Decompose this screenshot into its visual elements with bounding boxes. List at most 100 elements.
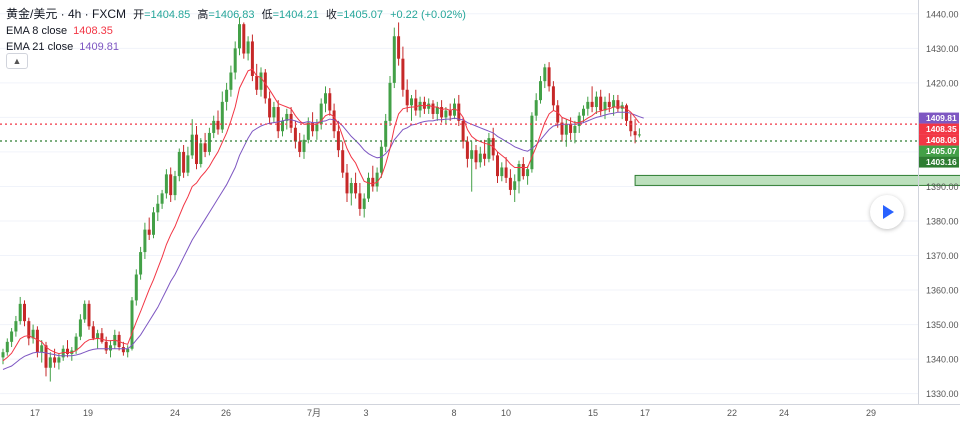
price-tick-label: 1330.00 [926,389,959,399]
candle-body [345,172,349,194]
candle-body [483,153,487,159]
candle-body [44,345,48,368]
candle-body [431,103,435,114]
close-label: 收 [325,9,337,21]
candle-body [457,103,461,121]
candles [1,17,641,382]
candle-body [134,274,138,301]
candle-body [104,341,108,351]
candle-body [246,41,250,54]
play-icon [883,205,894,219]
candle-body [164,174,168,194]
candle-body [229,72,233,90]
candle-body [40,345,44,353]
candle-body [582,108,585,116]
candle-body [336,131,340,151]
candle-body [225,89,229,102]
candle-body [238,24,241,49]
candle-body [474,150,478,163]
candle-body [302,139,306,152]
candle-body [91,326,95,339]
replay-play-button[interactable] [870,195,904,229]
candle-body [422,101,426,109]
candle-body [543,67,547,82]
candle-body [190,134,194,156]
candle-body [556,105,560,123]
ema21-value: 1409.81 [79,41,120,53]
candle-body [1,352,5,358]
candle-body [465,141,469,159]
candle-body [212,120,216,133]
candle-body [599,96,603,111]
candle-body [547,67,551,87]
candle-body [199,143,203,165]
price-label-text: 1409.81 [926,113,957,123]
candle-body [526,169,530,177]
candle-body [388,82,392,121]
candle-body [57,357,61,363]
candle-body [177,151,181,177]
time-tick-label: 10 [501,408,511,418]
candle-body [126,348,130,353]
candle-body [392,36,396,83]
candle-body [401,58,405,90]
candle-body [362,198,366,209]
ema21-label: EMA 21 close [6,41,74,53]
price-label-text: 1405.07 [926,146,957,156]
candle-body [186,155,190,173]
chart-legend: 黄金/美元 · 4h · FXCM 开=1404.85 高=1406.83 低=… [6,6,466,55]
time-tick-label: 19 [83,408,93,418]
candle-body [633,131,637,136]
candle-body [311,122,315,132]
price-tick-label: 1420.00 [926,78,959,88]
time-axis[interactable]: 17 19 24 26 7月 3 8 10 15 17 22 24 29 [0,404,960,419]
candle-body [410,98,413,106]
candle-body [616,100,620,109]
candle-body [379,146,383,173]
candle-body [367,177,370,199]
candle-body [444,110,448,118]
candle-body [306,122,310,140]
time-tick-label: 8 [451,408,456,418]
candle-body [233,48,237,73]
candle-body [35,329,39,353]
candle-body [87,303,91,327]
candle-body [281,120,284,132]
time-tick-label: 17 [640,408,650,418]
symbol-name[interactable]: 黄金/美元 · 4h · FXCM [6,7,127,21]
candle-body [152,212,155,235]
ema8-value: 1408.35 [73,25,113,37]
candle-body [470,150,474,159]
candle-body [31,329,35,339]
candle-body [517,164,521,182]
candle-body [66,348,69,354]
candle-body [276,107,280,132]
time-tick-label: 24 [779,408,789,418]
candle-body [332,110,336,132]
candle-body [349,183,353,194]
candle-body [625,105,628,121]
candle-body [173,176,177,196]
price-tick-label: 1430.00 [926,44,959,54]
time-tick-label: 7月 [307,408,321,418]
candle-body [534,100,538,116]
candle-body [242,24,246,54]
legend-ema8-row[interactable]: EMA 8 close 1408.35 [6,23,466,39]
open-value: =1404.85 [144,9,191,21]
candle-body [5,341,9,353]
price-label-box [919,123,959,135]
candle-body [130,300,134,349]
candle-body [508,177,512,190]
candle-body [418,101,422,111]
candle-body [203,143,207,152]
legend-ema21-row[interactable]: EMA 21 close 1409.81 [6,39,466,55]
candle-body [272,107,276,118]
candle-body [607,101,611,108]
price-label-box [919,112,959,124]
ema8-line [2,68,640,362]
change-value: +0.22 (+0.02%) [390,9,466,21]
legend-collapse-button[interactable]: ▲ [6,53,28,69]
price-axis[interactable]: 1440.001430.001420.001410.001400.001390.… [918,0,960,404]
level-lines [0,123,918,142]
